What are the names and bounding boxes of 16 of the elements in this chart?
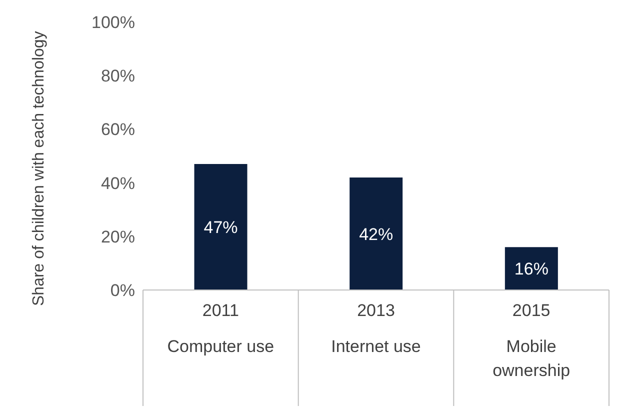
y-tick-label: 60% xyxy=(100,120,135,140)
y-tick-label: 20% xyxy=(100,227,135,246)
data-label: 42% xyxy=(359,224,394,244)
y-tick-label: 80% xyxy=(100,66,135,86)
y-tick-label: 40% xyxy=(100,174,135,193)
x-tick-label: 2013 Internet use xyxy=(331,301,421,356)
bar xyxy=(504,247,558,290)
data-label: 47% xyxy=(204,218,238,238)
data-label: 16% xyxy=(514,260,548,279)
y-tick-label: 100% xyxy=(92,13,135,32)
x-tick-label: 2011 Computer use xyxy=(167,301,274,356)
bar xyxy=(350,177,403,290)
y-tick-label: 0% xyxy=(110,281,135,300)
y-axis-title: Share of children with each technology xyxy=(30,31,48,306)
x-tick-label: 2015 Mobile ownership xyxy=(492,301,570,380)
bar xyxy=(194,164,248,290)
